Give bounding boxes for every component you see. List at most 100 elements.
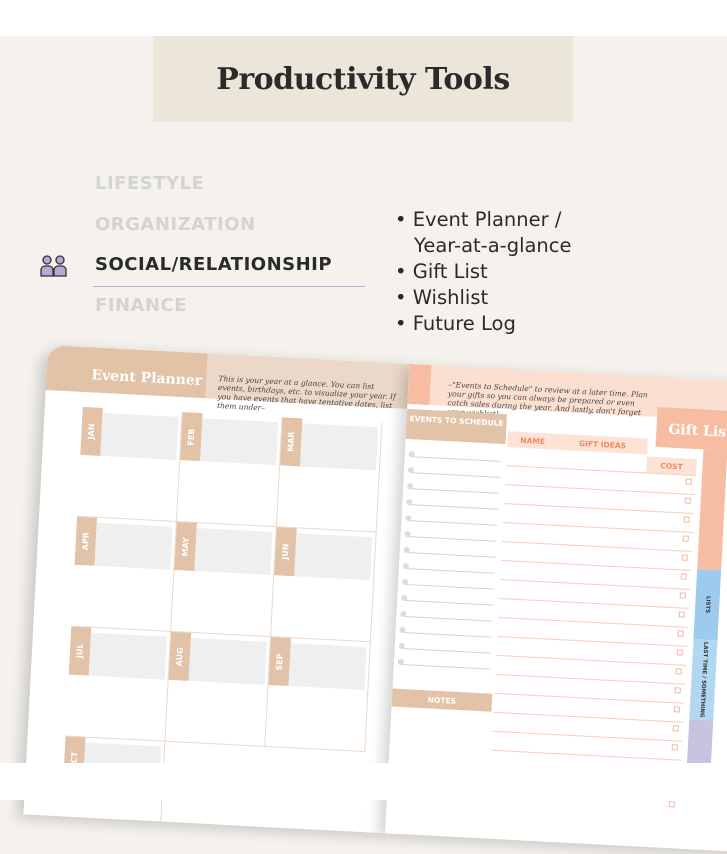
bottom-strip (0, 763, 727, 800)
month-cell (200, 418, 279, 466)
month-cell (88, 632, 167, 680)
cost-checkbox[interactable] (684, 497, 691, 504)
column-gift-ideas: GIFT IDEAS (557, 433, 648, 455)
event-line[interactable] (407, 552, 496, 558)
gift-row-line (492, 730, 683, 742)
cost-checkbox[interactable] (683, 516, 690, 523)
month-cell (288, 643, 367, 691)
gift-row-line (495, 673, 686, 685)
month-block: MAY (171, 521, 277, 638)
month-cell (299, 423, 379, 471)
feature-item: Event Planner / (395, 207, 572, 233)
event-line[interactable] (412, 456, 501, 462)
gift-row-line (496, 654, 687, 666)
gift-row-line (493, 711, 684, 723)
gift-row-line (504, 503, 695, 515)
event-line[interactable] (410, 504, 499, 510)
month-label: JAN (80, 406, 103, 456)
events-to-schedule-header: EVENTS TO SCHEDULE (405, 408, 508, 445)
month-cell (100, 412, 179, 460)
cost-checkbox[interactable] (674, 687, 681, 694)
gift-row-line (494, 692, 685, 704)
event-line[interactable] (405, 584, 494, 590)
event-line[interactable] (405, 600, 494, 606)
gift-row-line (498, 616, 689, 628)
month-label: SEP (268, 637, 291, 687)
month-cell (294, 533, 373, 581)
column-name: NAME (507, 431, 559, 450)
gift-list-title: Gift List (655, 406, 727, 455)
cost-checkbox[interactable] (676, 649, 683, 656)
month-cell (94, 522, 173, 570)
notes-header: NOTES (391, 688, 493, 712)
event-line[interactable] (411, 472, 500, 478)
cost-checkbox[interactable] (682, 535, 689, 542)
gift-row-line (499, 597, 690, 609)
gift-row-line (502, 541, 693, 552)
cost-checkbox[interactable] (675, 668, 682, 675)
event-line[interactable] (408, 536, 497, 542)
title-banner: Productivity Tools (153, 36, 573, 122)
people-icon (40, 255, 67, 277)
feature-item: Year-at-a-glance (414, 234, 572, 257)
month-label: AUG (168, 631, 192, 681)
gift-row-line (491, 749, 682, 761)
month-block: MAR (276, 417, 383, 533)
event-planner-description: This is your year at a glance. You can l… (205, 353, 410, 412)
menu-item-social-relationship[interactable]: SOCIAL/RELATIONSHIP (95, 254, 333, 275)
month-block: JAN (77, 406, 183, 522)
cost-checkbox[interactable] (672, 725, 679, 732)
side-tab-peach[interactable] (697, 449, 727, 571)
accent-block (407, 363, 432, 406)
month-block: JUL (65, 626, 172, 742)
gift-row-line (497, 635, 688, 647)
event-line[interactable] (404, 616, 493, 622)
feature-list: Event Planner / Year-at-a-glance Gift Li… (395, 207, 572, 337)
feature-item: Gift List (395, 259, 572, 285)
menu-item-organization[interactable]: ORGANIZATION (95, 214, 256, 235)
month-cell (188, 637, 267, 685)
gift-row-line (500, 578, 691, 590)
cost-checkbox[interactable] (677, 630, 684, 637)
month-label: JUN (274, 527, 297, 577)
menu-item-finance[interactable]: FINANCE (95, 295, 188, 316)
gift-row-line (505, 484, 696, 496)
cost-checkbox[interactable] (673, 706, 680, 713)
event-line[interactable] (406, 568, 495, 574)
gift-row-line (503, 522, 694, 534)
top-strip (0, 0, 727, 36)
month-label: FEB (180, 412, 203, 462)
cost-checkbox[interactable] (680, 573, 687, 580)
month-label: APR (74, 516, 98, 566)
month-block: JUN (271, 527, 377, 643)
event-line[interactable] (403, 631, 492, 638)
month-block: SEP (265, 637, 371, 753)
cost-checkbox[interactable] (681, 554, 688, 561)
event-planner-title: Event Planner (45, 345, 208, 399)
month-label: MAY (174, 521, 197, 571)
side-tab-last-time[interactable]: LAST TIME / SOMETHING (689, 639, 718, 721)
month-block: APR (71, 516, 177, 632)
event-line[interactable] (401, 663, 490, 670)
month-label: MAR (280, 417, 303, 467)
cost-checkbox[interactable] (685, 478, 692, 485)
cost-checkbox[interactable] (679, 592, 686, 599)
cost-checkbox[interactable] (678, 611, 685, 618)
event-line[interactable] (402, 647, 491, 654)
event-line[interactable] (410, 488, 499, 494)
month-block: AUG (165, 631, 272, 747)
event-planner-page: Event Planner This is your year at a gla… (23, 345, 410, 834)
side-tab-lists[interactable]: LISTS (693, 569, 722, 641)
month-block: FEB (176, 412, 283, 528)
month-label: JUL (68, 626, 92, 676)
active-underline (93, 286, 365, 287)
cost-checkbox[interactable] (671, 744, 678, 751)
event-line[interactable] (409, 520, 498, 526)
menu-item-lifestyle[interactable]: LIFESTYLE (95, 173, 205, 194)
feature-item: Wishlist (395, 285, 572, 311)
feature-item: Future Log (395, 311, 572, 337)
page-title: Productivity Tools (216, 61, 510, 97)
month-cell (194, 528, 273, 575)
gift-row-line (501, 560, 692, 571)
cost-checkbox[interactable] (668, 801, 675, 808)
